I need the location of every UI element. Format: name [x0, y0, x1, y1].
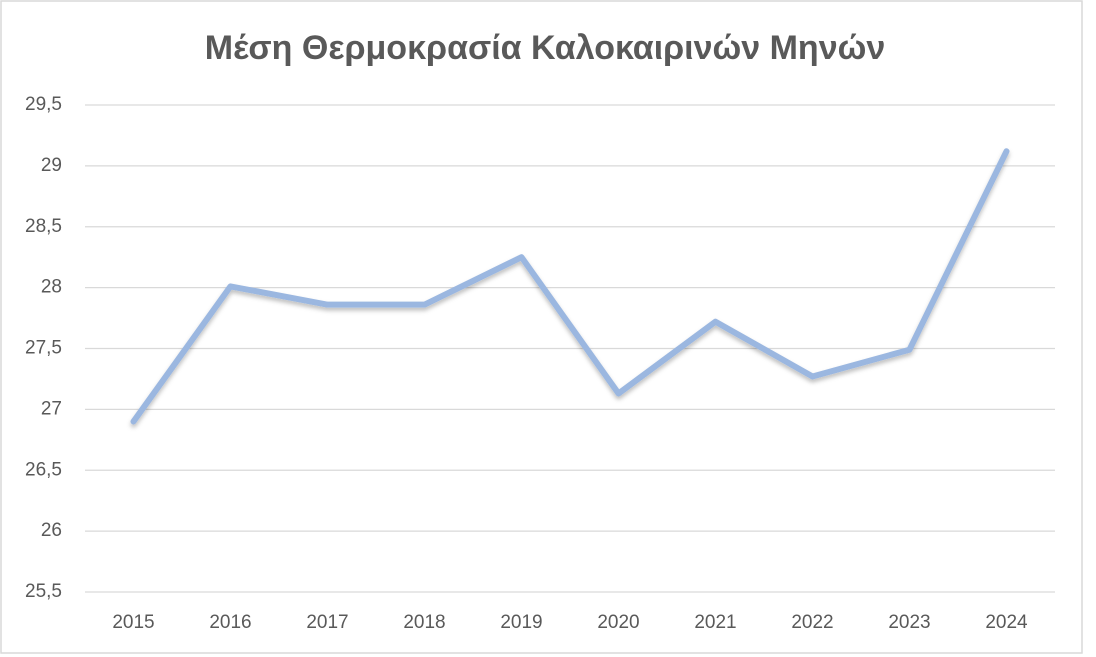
- x-tick-label: 2023: [888, 612, 930, 633]
- y-tick-label: 29,5: [25, 94, 62, 115]
- x-tick-label: 2021: [694, 612, 736, 633]
- y-tick-label: 27,5: [25, 338, 62, 359]
- x-tick-label: 2017: [306, 612, 348, 633]
- x-tick-label: 2018: [403, 612, 445, 633]
- y-tick-label: 26: [41, 520, 62, 541]
- x-tick-label: 2022: [791, 612, 833, 633]
- y-tick-label: 26,5: [25, 459, 62, 480]
- y-tick-label: 28,5: [25, 216, 62, 237]
- x-tick-label: 2016: [209, 612, 251, 633]
- y-tick-label: 28: [41, 277, 62, 298]
- x-tick-label: 2015: [112, 612, 154, 633]
- x-tick-label: 2020: [597, 612, 639, 633]
- line-series: [130, 148, 1010, 425]
- y-tick-label: 27: [41, 398, 62, 419]
- chart-title: Μέση Θερμοκρασία Καλοκαιρινών Μηνών: [205, 29, 885, 67]
- y-tick-label: 25,5: [25, 581, 62, 602]
- y-tick-label: 29: [41, 155, 62, 176]
- x-tick-label: 2019: [500, 612, 542, 633]
- x-tick-label: 2024: [985, 612, 1028, 633]
